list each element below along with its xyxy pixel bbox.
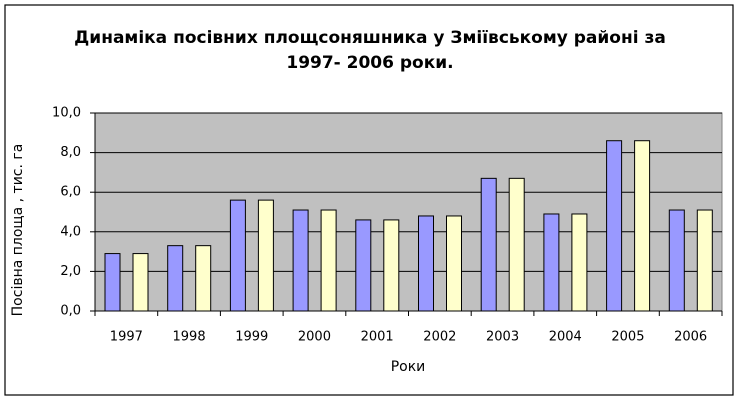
bar bbox=[480, 177, 497, 312]
bar bbox=[606, 140, 623, 312]
bar bbox=[571, 213, 588, 312]
x-tick-label: 2004 bbox=[549, 330, 582, 345]
bar bbox=[195, 245, 212, 312]
bar bbox=[355, 219, 372, 312]
plot-area bbox=[94, 112, 723, 312]
y-tick-label: 2,0 bbox=[60, 264, 81, 279]
x-tick-label: 2003 bbox=[486, 330, 519, 345]
bar bbox=[257, 199, 274, 312]
bar bbox=[104, 253, 121, 312]
x-tick-label: 1998 bbox=[173, 330, 206, 345]
bar bbox=[668, 209, 685, 312]
bar bbox=[508, 177, 525, 312]
x-tick-label: 2002 bbox=[423, 330, 456, 345]
x-tick-label: 2001 bbox=[361, 330, 394, 345]
bar bbox=[446, 215, 462, 312]
bar bbox=[167, 245, 184, 312]
bar bbox=[229, 199, 246, 312]
chart-title: Динаміка посівних площсоняшника у Зміївс… bbox=[74, 28, 666, 48]
x-axis-title: Роки bbox=[391, 359, 426, 375]
bar bbox=[696, 209, 713, 312]
y-tick-label: 0,0 bbox=[60, 304, 81, 319]
x-tick-label: 1997 bbox=[110, 330, 143, 345]
chart-title: 1997- 2006 роки. bbox=[286, 53, 453, 73]
bar bbox=[132, 253, 149, 312]
x-tick-label: 2000 bbox=[298, 330, 331, 345]
y-tick-label: 10,0 bbox=[52, 106, 81, 121]
bar bbox=[292, 209, 309, 312]
bar bbox=[320, 209, 337, 312]
x-tick-label: 2005 bbox=[611, 330, 644, 345]
y-tick-label: 4,0 bbox=[60, 224, 81, 239]
x-tick-label: 1999 bbox=[235, 330, 268, 345]
bar bbox=[543, 213, 560, 312]
bar bbox=[634, 140, 651, 312]
bar bbox=[383, 219, 400, 312]
x-tick-label: 2006 bbox=[674, 330, 707, 345]
y-tick-label: 8,0 bbox=[60, 145, 81, 160]
bar bbox=[418, 215, 434, 312]
y-axis-title: Посівна площа , тис. га bbox=[10, 144, 26, 317]
y-tick-label: 6,0 bbox=[60, 185, 81, 200]
